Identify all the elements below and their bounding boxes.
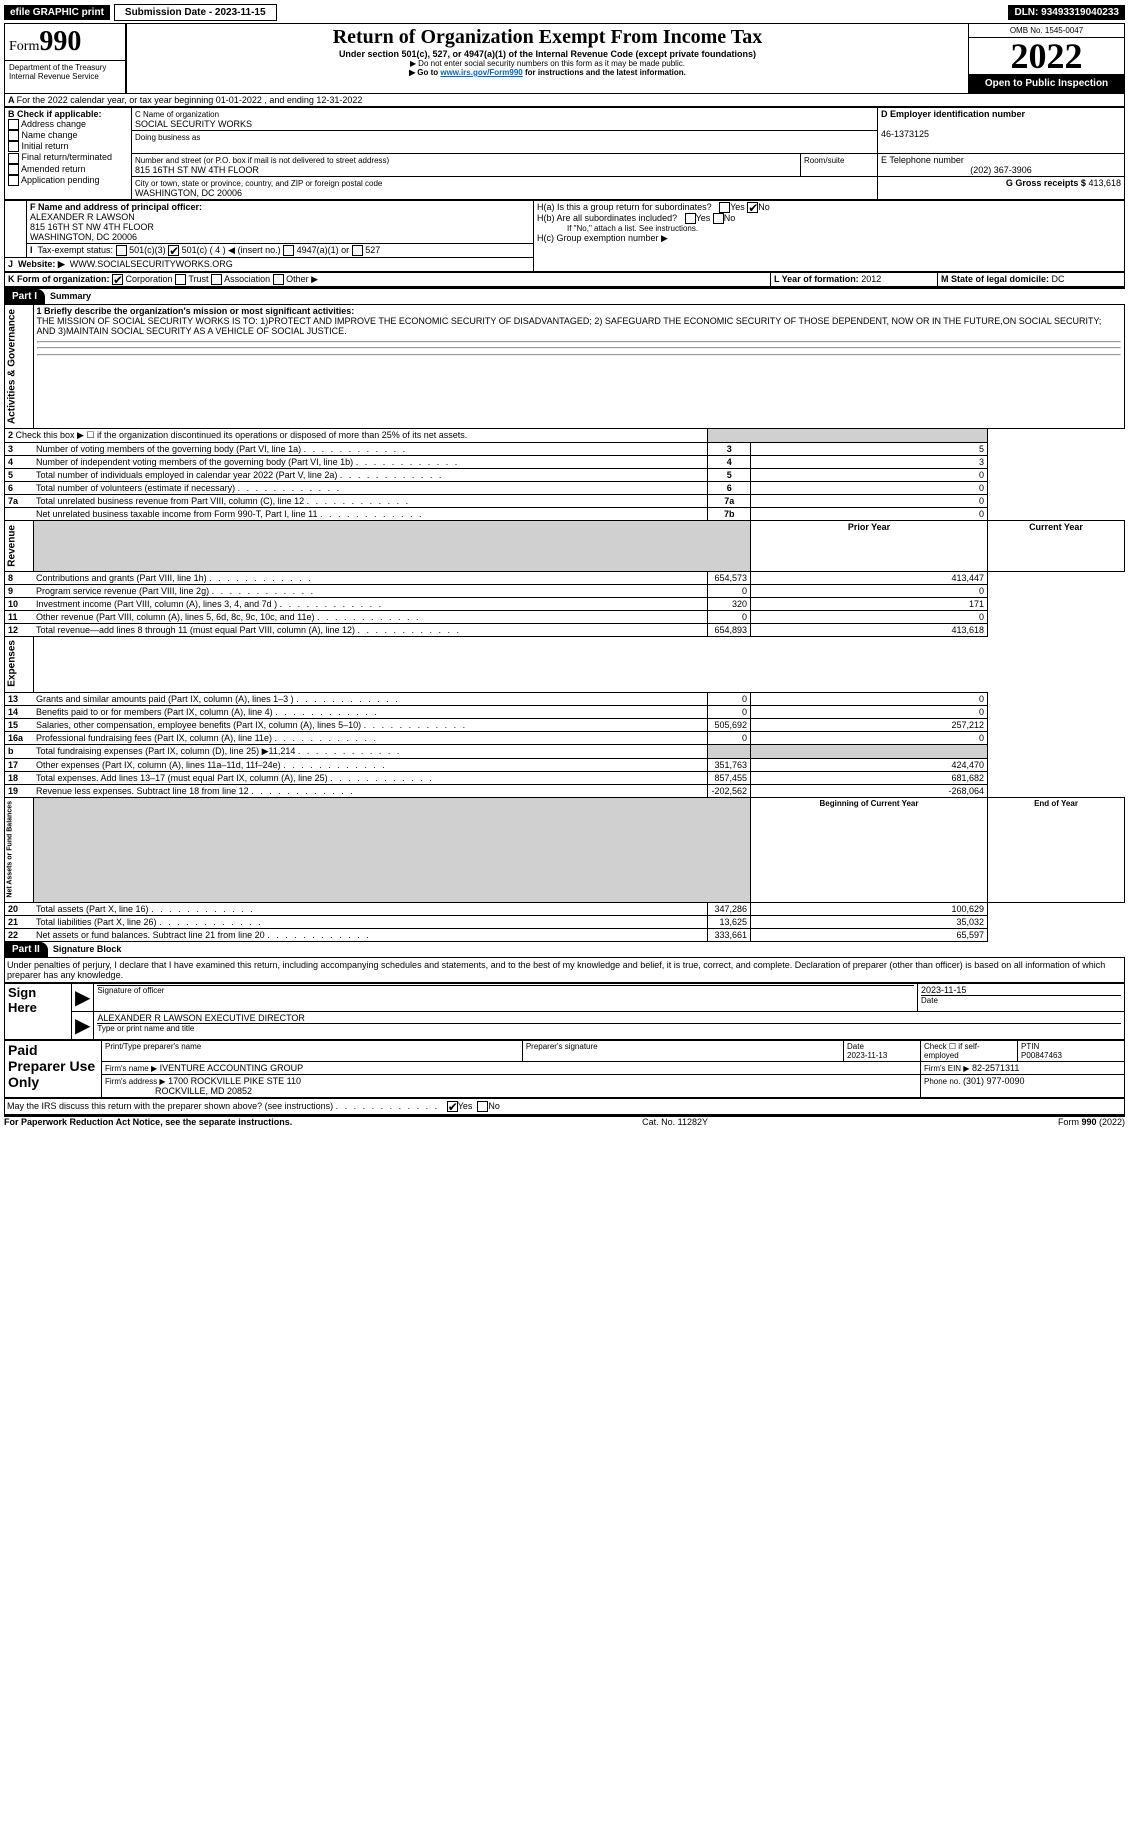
box-l: L Year of formation: 2012 <box>771 273 938 287</box>
sig-date-label: Date <box>921 995 1121 1005</box>
prep-name-hdr: Print/Type preparer's name <box>102 1041 523 1062</box>
eoy-hdr: End of Year <box>988 797 1125 903</box>
prep-sig-hdr: Preparer's signature <box>522 1041 843 1062</box>
box-j: J Website: ▶ WWW.SOCIALSECURITYWORKS.ORG <box>5 258 534 272</box>
dept-label: Department of the TreasuryInternal Reven… <box>5 60 125 83</box>
firm-name: IVENTURE ACCOUNTING GROUP <box>160 1063 304 1073</box>
prep-date-hdr: Date <box>847 1042 864 1051</box>
mission-text: THE MISSION OF SOCIAL SECURITY WORKS IS … <box>37 316 1102 336</box>
footer-mid: Cat. No. 11282Y <box>642 1117 708 1127</box>
dba-label: Doing business as <box>135 133 200 142</box>
tax-year-line: A For the 2022 calendar year, or tax yea… <box>4 94 1125 107</box>
prep-date: 2023-11-13 <box>847 1051 887 1060</box>
sig-officer-label: Signature of officer <box>97 985 914 995</box>
dln-badge: DLN: 93493319040233 <box>1008 5 1125 20</box>
firm-name-lbl: Firm's name ▶ <box>105 1064 157 1073</box>
mission-label: 1 Briefly describe the organization's mi… <box>37 306 355 316</box>
entity-info-table: B Check if applicable: Address change Na… <box>4 107 1125 200</box>
officer-status-table: F Name and address of principal officer:… <box>4 200 1125 272</box>
part1-header: Part I Summary <box>4 289 1125 304</box>
sign-here-label: Sign Here <box>5 984 72 1040</box>
topbar: efile GRAPHIC print Submission Date - 20… <box>4 4 1125 21</box>
city-label: City or town, state or province, country… <box>135 179 382 188</box>
org-name: SOCIAL SECURITY WORKS <box>135 119 252 129</box>
phone-label: E Telephone number <box>881 155 964 165</box>
firm-ein: 82-2571311 <box>972 1063 1019 1073</box>
notice-goto: Go to www.irs.gov/Form990 for instructio… <box>133 68 962 77</box>
paid-preparer-table: Paid Preparer Use Only Print/Type prepar… <box>4 1040 1125 1098</box>
sign-here-table: Sign Here ▶ Signature of officer 2023-11… <box>4 983 1125 1040</box>
side-netassets: Net Assets or Fund Balances <box>5 797 34 903</box>
officer-addr1: 815 16TH ST NW 4TH FLOOR <box>30 222 154 232</box>
footer-right: Form 990 (2022) <box>1058 1117 1125 1127</box>
side-expenses: Expenses <box>5 636 34 692</box>
curr-year-hdr: Current Year <box>988 521 1125 572</box>
room-label: Room/suite <box>804 156 844 165</box>
irs-link[interactable]: www.irs.gov/Form990 <box>440 68 522 77</box>
footer: For Paperwork Reduction Act Notice, see … <box>4 1117 1125 1127</box>
officer-label: F Name and address of principal officer: <box>30 202 202 212</box>
firm-ein-lbl: Firm's EIN ▶ <box>924 1064 969 1073</box>
efile-badge: efile GRAPHIC print <box>4 5 110 20</box>
org-form-table: K Form of organization: Corporation Trus… <box>4 272 1125 287</box>
box-k: K Form of organization: Corporation Trus… <box>5 273 771 287</box>
officer-name-label: Type or print name and title <box>97 1023 1121 1033</box>
ein-value: 46-1373125 <box>881 129 929 139</box>
firm-addr2: ROCKVILLE, MD 20852 <box>155 1086 252 1096</box>
city-value: WASHINGTON, DC 20006 <box>135 188 242 198</box>
org-name-label: C Name of organization <box>135 110 219 119</box>
penalties-text: Under penalties of perjury, I declare th… <box>4 957 1125 983</box>
h-b: H(b) Are all subordinates included? Yes … <box>537 213 1121 224</box>
paid-prep-label: Paid Preparer Use Only <box>5 1041 102 1098</box>
side-governance: Activities & Governance <box>5 305 34 429</box>
box-b-label: B Check if applicable: <box>8 109 102 119</box>
officer-addr2: WASHINGTON, DC 20006 <box>30 232 137 242</box>
box-i: I Tax-exempt status: 501(c)(3) 501(c) ( … <box>27 244 534 258</box>
ein-label: D Employer identification number <box>881 109 1025 119</box>
part1-table: Activities & Governance 1 Briefly descri… <box>4 304 1125 942</box>
street-address: 815 16TH ST NW 4TH FLOOR <box>135 165 259 175</box>
box-b-items: Address change Name change Initial retur… <box>8 119 112 185</box>
form-header: Form990 Department of the TreasuryIntern… <box>4 23 1125 94</box>
gross-value: 413,618 <box>1088 178 1121 188</box>
firm-addr1: 1700 ROCKVILLE PIKE STE 110 <box>168 1076 301 1086</box>
open-public-badge: Open to Public Inspection <box>969 74 1124 93</box>
h-note: If "No," attach a list. See instructions… <box>537 224 1121 233</box>
phone-value: (202) 367-3906 <box>881 165 1121 175</box>
h-a: H(a) Is this a group return for subordin… <box>537 202 1121 213</box>
prep-self-emp: Check ☐ if self-employed <box>921 1041 1018 1062</box>
form-subtitle: Under section 501(c), 527, or 4947(a)(1)… <box>133 49 962 59</box>
footer-left: For Paperwork Reduction Act Notice, see … <box>4 1117 292 1127</box>
form-number: Form990 <box>5 24 125 60</box>
prior-year-hdr: Prior Year <box>751 521 988 572</box>
notice-ssn: Do not enter social security numbers on … <box>133 59 962 68</box>
tax-year: 2022 <box>969 38 1124 74</box>
side-revenue: Revenue <box>5 521 34 572</box>
officer-name: ALEXANDER R LAWSON <box>30 212 135 222</box>
gross-label: G Gross receipts $ <box>1006 178 1086 188</box>
officer-typed-name: ALEXANDER R LAWSON EXECUTIVE DIRECTOR <box>97 1013 1121 1023</box>
firm-addr-lbl: Firm's address ▶ <box>105 1077 166 1086</box>
form-title: Return of Organization Exempt From Incom… <box>133 26 962 49</box>
part2-header: Part II Signature Block <box>4 942 1125 957</box>
firm-ph-lbl: Phone no. <box>924 1077 960 1086</box>
firm-ph: (301) 977-0090 <box>963 1076 1025 1086</box>
ptin-val: P00847463 <box>1021 1051 1062 1060</box>
box-m: M State of legal domicile: DC <box>938 273 1125 287</box>
boy-hdr: Beginning of Current Year <box>751 797 988 903</box>
h-c: H(c) Group exemption number ▶ <box>537 233 1121 244</box>
discuss-line: May the IRS discuss this return with the… <box>4 1098 1125 1115</box>
submission-date-btn[interactable]: Submission Date - 2023-11-15 <box>114 4 277 21</box>
ptin-hdr: PTIN <box>1021 1042 1039 1051</box>
addr-label: Number and street (or P.O. box if mail i… <box>135 156 389 165</box>
sig-date: 2023-11-15 <box>921 985 1121 995</box>
